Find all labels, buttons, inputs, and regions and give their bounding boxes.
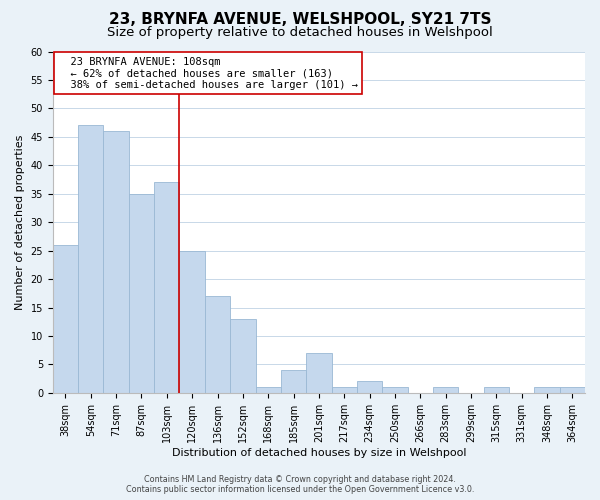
Bar [154, 182, 179, 393]
Bar [484, 387, 509, 393]
Bar [179, 250, 205, 393]
Text: 23 BRYNFA AVENUE: 108sqm
  ← 62% of detached houses are smaller (163)
  38% of s: 23 BRYNFA AVENUE: 108sqm ← 62% of detach… [58, 56, 358, 90]
Bar [535, 387, 560, 393]
Bar [560, 387, 585, 393]
Bar [357, 382, 382, 393]
Bar [256, 387, 281, 393]
Bar [78, 126, 103, 393]
Bar [230, 319, 256, 393]
Bar [332, 387, 357, 393]
Text: 23, BRYNFA AVENUE, WELSHPOOL, SY21 7TS: 23, BRYNFA AVENUE, WELSHPOOL, SY21 7TS [109, 12, 491, 28]
Bar [433, 387, 458, 393]
Bar [306, 353, 332, 393]
Bar [53, 245, 78, 393]
Bar [281, 370, 306, 393]
Bar [129, 194, 154, 393]
Y-axis label: Number of detached properties: Number of detached properties [15, 134, 25, 310]
Text: Size of property relative to detached houses in Welshpool: Size of property relative to detached ho… [107, 26, 493, 39]
Bar [382, 387, 407, 393]
X-axis label: Distribution of detached houses by size in Welshpool: Distribution of detached houses by size … [172, 448, 466, 458]
Bar [205, 296, 230, 393]
Text: Contains HM Land Registry data © Crown copyright and database right 2024.
Contai: Contains HM Land Registry data © Crown c… [126, 474, 474, 494]
Bar [103, 131, 129, 393]
